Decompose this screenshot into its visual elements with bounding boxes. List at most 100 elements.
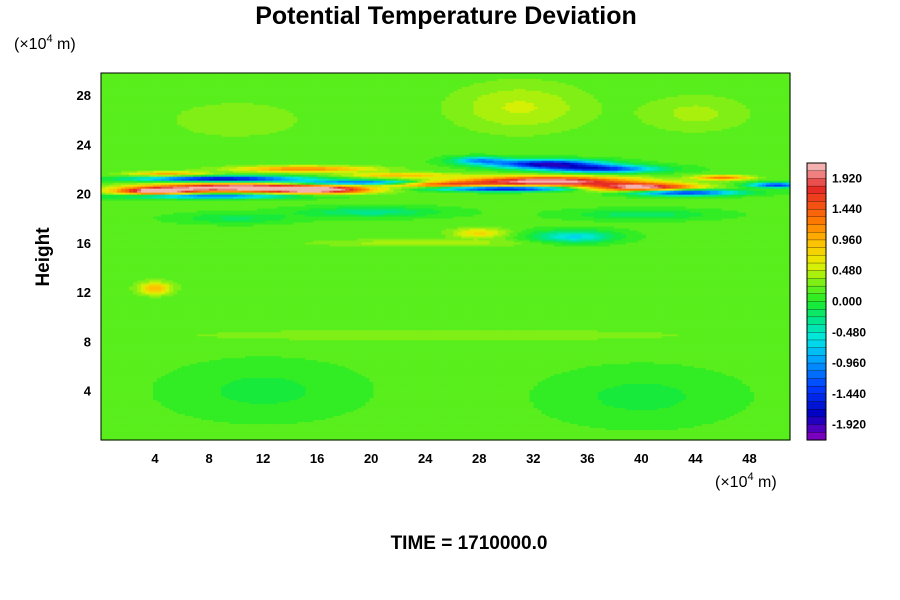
heatmap-cell: [237, 94, 242, 98]
heatmap-cell: [717, 98, 723, 102]
heatmap-cell: [325, 73, 330, 76]
heatmap-cell: [593, 100, 599, 104]
heatmap-cell: [305, 73, 310, 76]
heatmap-cell: [609, 92, 615, 96]
heatmap-cell: [265, 90, 270, 94]
heatmap-cell: [505, 82, 511, 86]
heatmap-cell: [289, 82, 294, 86]
heatmap-cell: [489, 73, 495, 76]
heatmap-cell: [297, 84, 302, 88]
heatmap-cell: [197, 98, 202, 102]
heatmap-cell: [305, 76, 310, 80]
heatmap-cell: [749, 74, 755, 78]
heatmap-cell: [129, 100, 134, 104]
heatmap-cell: [509, 80, 515, 84]
heatmap-cell: [393, 88, 399, 92]
heatmap-cell: [437, 80, 443, 84]
heatmap-cell: [609, 90, 615, 94]
heatmap-cell: [625, 90, 631, 94]
heatmap-cell: [321, 84, 326, 88]
heatmap-cell: [261, 90, 266, 94]
heatmap-cell: [529, 100, 535, 104]
heatmap-cell: [169, 98, 174, 102]
heatmap-cell: [473, 86, 479, 90]
heatmap-cell: [541, 98, 547, 102]
heatmap-cell: [193, 73, 198, 76]
heatmap-cell: [485, 86, 491, 90]
heatmap-cell: [169, 82, 174, 86]
heatmap-cell: [101, 86, 106, 90]
heatmap-cell: [373, 102, 379, 106]
heatmap-cell: [565, 84, 571, 88]
heatmap-cell: [225, 102, 230, 106]
heatmap-cell: [273, 73, 278, 76]
heatmap-cell: [781, 73, 787, 76]
heatmap-cell: [325, 100, 330, 104]
heatmap-cell: [277, 80, 282, 84]
heatmap-cell: [209, 88, 214, 92]
heatmap-cell: [137, 96, 142, 100]
heatmap-cell: [585, 82, 591, 86]
heatmap-cell: [145, 90, 150, 94]
heatmap-cell: [693, 74, 699, 78]
heatmap-cell: [477, 76, 483, 80]
heatmap-cell: [185, 73, 190, 76]
heatmap-cell: [757, 96, 763, 100]
heatmap-cell: [581, 86, 587, 90]
heatmap-cell: [773, 86, 779, 90]
heatmap-cell: [529, 73, 535, 76]
heatmap-cell: [365, 73, 370, 76]
heatmap-cell: [593, 76, 599, 80]
heatmap-cell: [441, 100, 447, 104]
heatmap-cell: [565, 96, 571, 100]
heatmap-cell: [149, 94, 154, 98]
heatmap-cell: [493, 84, 499, 88]
heatmap-cell: [513, 78, 519, 82]
heatmap-cell: [525, 90, 531, 94]
heatmap-cell: [341, 98, 346, 102]
heatmap-cell: [181, 90, 186, 94]
heatmap-cell: [297, 73, 302, 76]
heatmap-cell: [317, 78, 322, 82]
heatmap-cell: [233, 80, 238, 84]
heatmap-cell: [249, 82, 254, 86]
heatmap-cell: [465, 90, 471, 94]
heatmap-cell: [625, 78, 631, 82]
heatmap-cell: [449, 102, 455, 106]
heatmap-cell: [509, 84, 515, 88]
heatmap-cell: [717, 88, 723, 92]
heatmap-cell: [649, 90, 655, 94]
heatmap-cell: [661, 88, 667, 92]
heatmap-cell: [345, 78, 350, 82]
heatmap-cell: [429, 82, 435, 86]
heatmap-cell: [277, 94, 282, 98]
heatmap-cell: [737, 94, 743, 98]
heatmap-cell: [733, 92, 739, 96]
heatmap-cell: [649, 96, 655, 100]
heatmap-cell: [109, 98, 114, 102]
heatmap-cell: [105, 78, 110, 82]
heatmap-cell: [109, 76, 114, 80]
heatmap-cell: [437, 88, 443, 92]
heatmap-cell: [337, 88, 342, 92]
heatmap-cell: [589, 80, 595, 84]
heatmap-cell: [289, 92, 294, 96]
heatmap-cell: [517, 74, 523, 78]
heatmap-cell: [697, 84, 703, 88]
heatmap-cell: [385, 73, 391, 76]
heatmap-cell: [685, 80, 691, 84]
heatmap-cell: [253, 98, 258, 102]
heatmap-cell: [721, 86, 727, 90]
heatmap-cell: [417, 78, 423, 82]
heatmap-cell: [593, 88, 599, 92]
heatmap-cell: [405, 88, 411, 92]
heatmap-cell: [581, 98, 587, 102]
heatmap-cell: [745, 96, 751, 100]
heatmap-cell: [401, 74, 407, 78]
heatmap-cell: [557, 84, 563, 88]
heatmap-cell: [501, 94, 507, 98]
heatmap-cell: [121, 88, 126, 92]
heatmap-cell: [593, 98, 599, 102]
heatmap-cell: [457, 80, 463, 84]
heatmap-cell: [601, 98, 607, 102]
